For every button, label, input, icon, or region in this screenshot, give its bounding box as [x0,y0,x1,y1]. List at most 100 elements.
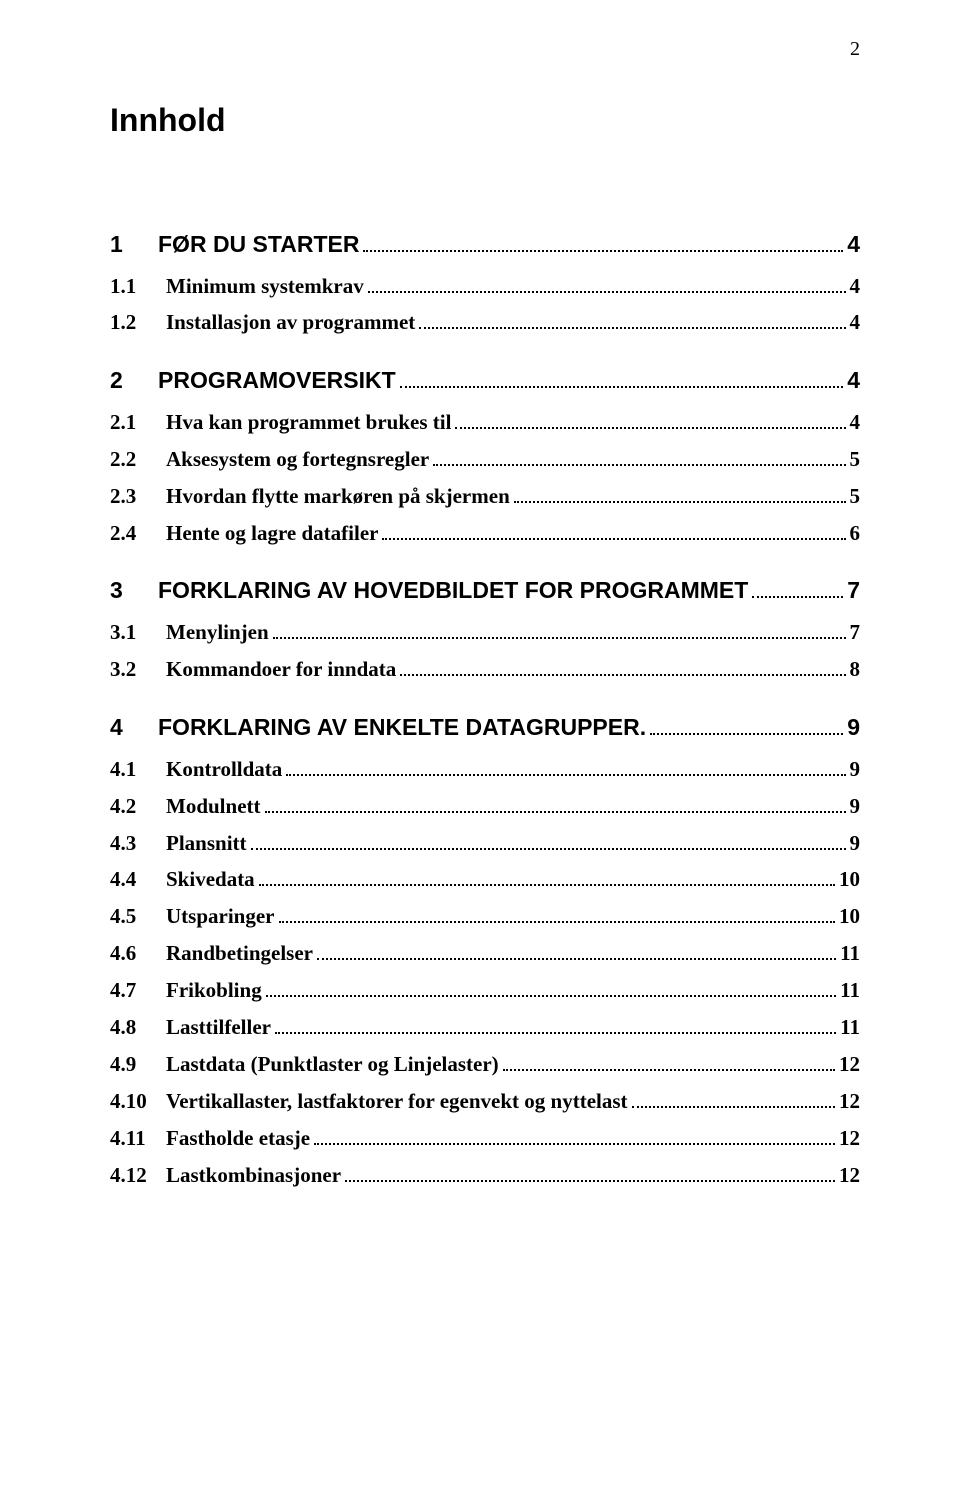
toc-entry-number: 4.8 [110,1015,166,1040]
toc-entry-title: Kommandoer for inndata [166,657,396,682]
toc-entry-number: 4.1 [110,757,166,782]
toc-leader-dots [314,1124,835,1145]
toc-entry-page: 12 [839,1163,860,1188]
toc-leader-dots [273,618,846,639]
toc-entry-title: FORKLARING AV ENKELTE DATAGRUPPER. [158,714,646,741]
toc-entry-page: 9 [850,794,861,819]
toc-entry-title: Plansnitt [166,831,247,856]
toc-entry-title: Skivedata [166,867,255,892]
toc-entry: 4.6Randbetingelser 11 [110,939,860,966]
toc-entry: 3.2Kommandoer for inndata 8 [110,655,860,682]
toc-leader-dots [363,229,843,252]
toc-leader-dots [317,939,836,960]
toc-entry-page: 6 [850,521,861,546]
toc-leader-dots [400,365,844,388]
toc-leader-dots [279,902,836,923]
toc-entry-page: 11 [840,978,860,1003]
toc-entry-page: 7 [850,620,861,645]
toc-entry-title: Minimum systemkrav [166,274,364,299]
toc-entry-number: 1.1 [110,274,166,299]
toc-entry-title: Aksesystem og fortegnsregler [166,447,429,472]
toc-entry: 4.12Lastkombinasjoner 12 [110,1161,860,1188]
toc-entry-title: Lastdata (Punktlaster og Linjelaster) [166,1052,499,1077]
toc-leader-dots [266,976,836,997]
toc-entry-page: 5 [850,484,861,509]
toc-leader-dots [632,1087,835,1108]
toc-entry: 4.8Lasttilfeller11 [110,1013,860,1040]
toc-entry-page: 4 [847,367,860,394]
toc-entry-page: 11 [840,941,860,966]
toc-entry-title: Frikobling [166,978,262,1003]
toc-entry-title: Fastholde etasje [166,1126,310,1151]
toc-entry-page: 12 [839,1126,860,1151]
toc-entry-number: 4 [110,714,158,741]
toc-entry-page: 9 [847,714,860,741]
toc-entry-number: 4.3 [110,831,166,856]
toc-entry-title: Vertikallaster, lastfaktorer for egenvek… [166,1089,628,1114]
toc-leader-dots [265,792,846,813]
toc-entry-number: 2 [110,367,158,394]
toc-leader-dots [503,1050,835,1071]
toc-entry: 4.4Skivedata 10 [110,866,860,893]
toc-entry: 2.3Hvordan flytte markøren på skjermen 5 [110,482,860,509]
toc-entry: 4.10Vertikallaster, lastfaktorer for ege… [110,1087,860,1114]
document-page: 2 Innhold 1FØR DU STARTER41.1Minimum sys… [0,0,960,1258]
toc-entry-number: 2.1 [110,410,166,435]
page-number: 2 [850,38,860,61]
toc-leader-dots [433,445,845,466]
toc-entry-number: 4.2 [110,794,166,819]
toc-entry: 4.11Fastholde etasje12 [110,1124,860,1151]
toc-leader-dots [345,1161,835,1182]
toc-entry-page: 5 [850,447,861,472]
toc-entry: 4.7Frikobling11 [110,976,860,1003]
toc-entry-number: 3.2 [110,657,166,682]
toc-entry-title: Hente og lagre datafiler [166,521,378,546]
toc-entry-number: 4.6 [110,941,166,966]
toc-entry-title: Randbetingelser [166,941,313,966]
toc-entry: 2.2Aksesystem og fortegnsregler 5 [110,445,860,472]
toc-entry: 4.1Kontrolldata 9 [110,755,860,782]
toc-entry-title: Kontrolldata [166,757,282,782]
toc-entry-number: 4.5 [110,904,166,929]
document-title: Innhold [110,102,860,139]
toc-entry-title: Installasjon av programmet [166,310,415,335]
toc-entry-number: 2.2 [110,447,166,472]
toc-entry-page: 7 [847,577,860,604]
toc-entry-page: 10 [839,867,860,892]
toc-leader-dots [455,408,845,429]
toc-entry-page: 4 [850,274,861,299]
toc-entry-page: 8 [850,657,861,682]
toc-entry-number: 2.3 [110,484,166,509]
toc-entry-number: 3.1 [110,620,166,645]
toc-leader-dots [382,519,845,540]
toc-leader-dots [752,576,843,599]
toc-leader-dots [368,272,846,293]
toc-entry: 2.4Hente og lagre datafiler6 [110,519,860,546]
toc-entry-title: FØR DU STARTER [158,231,359,258]
toc-leader-dots [275,1013,836,1034]
toc-leader-dots [400,655,845,676]
toc-entry-title: Hvordan flytte markøren på skjermen [166,484,510,509]
toc-entry-page: 4 [850,410,861,435]
toc-entry-page: 9 [850,757,861,782]
toc-entry: 3.1Menylinjen7 [110,618,860,645]
toc-entry-number: 4.12 [110,1163,166,1188]
toc-entry-title: Lastkombinasjoner [166,1163,341,1188]
toc-entry: 4.9Lastdata (Punktlaster og Linjelaster)… [110,1050,860,1077]
toc-leader-dots [251,829,846,850]
toc-entry: 2PROGRAMOVERSIKT4 [110,365,860,394]
toc-entry-title: Modulnett [166,794,261,819]
toc-entry: 4FORKLARING AV ENKELTE DATAGRUPPER. 9 [110,712,860,741]
toc-entry-page: 4 [847,231,860,258]
toc-entry-page: 12 [839,1089,860,1114]
toc-entry-page: 11 [840,1015,860,1040]
toc-entry-title: Utsparinger [166,904,275,929]
toc-entry: 1FØR DU STARTER4 [110,229,860,258]
toc-entry-title: FORKLARING AV HOVEDBILDET FOR PROGRAMMET [158,577,748,604]
toc-entry-number: 4.4 [110,867,166,892]
toc-entry: 1.1Minimum systemkrav 4 [110,272,860,299]
toc-entry-page: 4 [850,310,861,335]
toc-entry-title: Hva kan programmet brukes til [166,410,451,435]
toc-leader-dots [650,712,843,735]
toc-entry-page: 9 [850,831,861,856]
